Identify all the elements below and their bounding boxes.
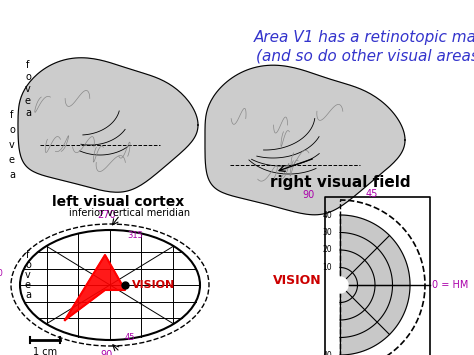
- Text: a: a: [9, 170, 15, 180]
- Text: o: o: [9, 125, 15, 135]
- Text: f: f: [10, 110, 14, 120]
- Polygon shape: [65, 255, 125, 320]
- Text: Area V1 has a retinotopic map
(and so do other visual areas): Area V1 has a retinotopic map (and so do…: [254, 30, 474, 64]
- Text: f: f: [27, 250, 30, 260]
- Text: left visual cortex: left visual cortex: [52, 195, 184, 209]
- Text: VISION: VISION: [132, 280, 175, 290]
- Text: o: o: [25, 260, 31, 270]
- Text: e: e: [9, 155, 15, 165]
- Text: e: e: [25, 280, 31, 290]
- Text: 45: 45: [366, 189, 378, 199]
- Text: 180: 180: [0, 268, 3, 278]
- Text: 315: 315: [127, 230, 143, 240]
- Text: VISION: VISION: [273, 274, 322, 288]
- Text: 10: 10: [322, 263, 332, 272]
- Ellipse shape: [20, 230, 200, 340]
- Text: 40: 40: [322, 350, 332, 355]
- Text: 90: 90: [101, 350, 113, 355]
- Text: 20: 20: [322, 246, 332, 255]
- Text: right visual field: right visual field: [270, 175, 410, 190]
- Text: 40: 40: [322, 211, 332, 219]
- Text: 0 = HM: 0 = HM: [432, 280, 468, 290]
- Text: 270: 270: [98, 210, 116, 220]
- Text: o: o: [25, 72, 31, 82]
- Text: v: v: [9, 140, 15, 150]
- Text: a: a: [25, 108, 31, 118]
- Text: v: v: [25, 84, 31, 94]
- Polygon shape: [205, 65, 405, 215]
- Circle shape: [332, 277, 348, 293]
- Text: 90: 90: [303, 190, 315, 200]
- Polygon shape: [340, 215, 410, 355]
- Text: v: v: [25, 270, 31, 280]
- Text: 1 cm: 1 cm: [33, 347, 57, 355]
- Text: 30: 30: [322, 228, 332, 237]
- Text: inferior vertical meridian: inferior vertical meridian: [69, 208, 191, 218]
- Text: e: e: [25, 96, 31, 106]
- Text: a: a: [25, 290, 31, 300]
- Text: 45: 45: [125, 333, 135, 343]
- Text: f: f: [27, 60, 30, 70]
- Polygon shape: [18, 58, 198, 192]
